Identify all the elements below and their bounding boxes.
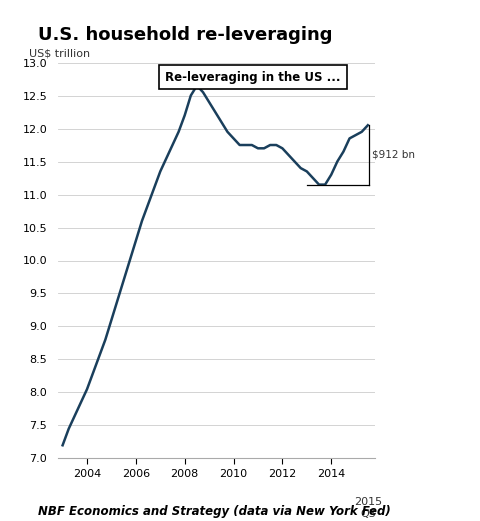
Text: 2015
Q3: 2015 Q3 [353, 498, 381, 519]
Text: $912 bn: $912 bn [371, 150, 414, 160]
Text: NBF Economics and Strategy (data via New York Fed): NBF Economics and Strategy (data via New… [38, 505, 390, 518]
Text: Re-leveraging in the US ...: Re-leveraging in the US ... [165, 70, 340, 83]
Text: U.S. household re-leveraging: U.S. household re-leveraging [38, 26, 332, 44]
Text: US$ trillion: US$ trillion [29, 48, 90, 58]
